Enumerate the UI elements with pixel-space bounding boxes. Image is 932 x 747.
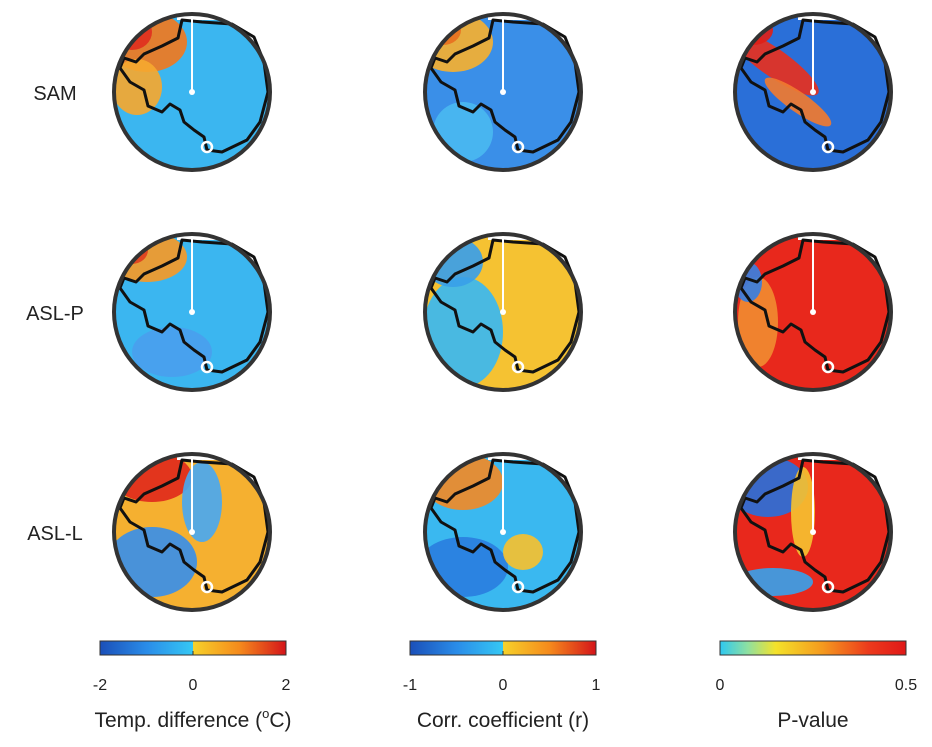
map-frame [423,232,583,392]
polar-map [735,14,891,170]
map-frame [112,232,272,392]
tick-label: -2 [93,677,107,694]
map-field [132,327,212,377]
map-frame [112,452,272,612]
row-label: SAM [33,83,76,105]
map-field [114,234,187,282]
tick-label: 0 [499,677,508,694]
tick-label: -1 [403,677,417,694]
map-frame [423,452,583,612]
label-text: Temp. difference ( [94,709,262,732]
station [821,580,835,594]
pole [500,89,506,95]
map-frame [733,12,893,172]
map-field [764,77,832,127]
pole [810,89,816,95]
map-field [503,534,543,570]
pole [810,309,816,315]
label-tail: C) [269,709,291,732]
map-frame [733,232,893,392]
tick-label: 2 [282,677,291,694]
tick-label: 0.5 [895,677,917,694]
colorbar-label: Temp. difference (oC) [94,706,291,732]
station [821,140,835,154]
map-frame [733,452,893,612]
map-frame [423,12,583,172]
station [821,360,835,374]
station [511,360,525,374]
station [200,140,214,154]
tick-label: 0 [716,677,725,694]
station [200,360,214,374]
station [511,580,525,594]
colorbar-label: P-value [777,709,848,732]
map-frame [112,12,272,172]
map-field [791,467,815,557]
label-text: P-value [777,709,848,732]
station [511,140,525,154]
label-text: Corr. coefficient (r) [417,709,589,732]
pole [189,89,195,95]
station [200,580,214,594]
label-sup: o [262,706,269,721]
map-field [182,462,222,542]
pole [189,529,195,535]
pole [189,309,195,315]
map-field [433,102,493,162]
pole [810,529,816,535]
pole [500,529,506,535]
pole [500,309,506,315]
colorbar-label: Corr. coefficient (r) [417,709,589,732]
row-label: ASL-L [27,523,83,545]
row-label: ASL-P [26,303,84,325]
colorbar [719,640,907,656]
tick-label: 0 [189,677,198,694]
tick-label: 1 [592,677,601,694]
